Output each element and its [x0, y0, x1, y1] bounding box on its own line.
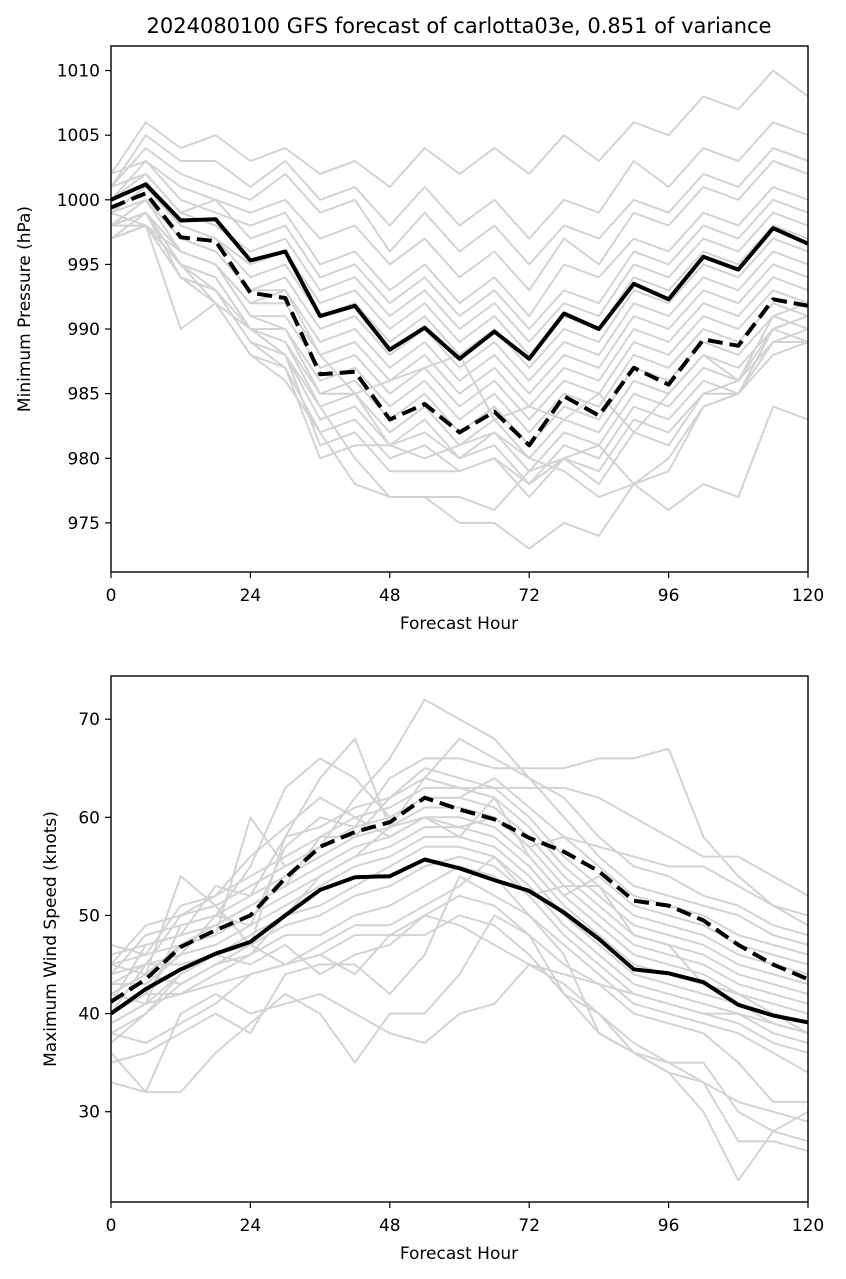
pressure-y-tick-label: 985	[68, 385, 100, 405]
pressure-member-line	[111, 172, 808, 330]
wind-x-tick-label: 24	[240, 1216, 262, 1236]
pressure-x-tick-label: 24	[240, 586, 262, 606]
wind-y-tick-label: 70	[78, 710, 100, 730]
wind-member-line	[111, 816, 808, 1035]
wind-member-line	[111, 698, 808, 976]
wind-solid-line	[111, 857, 808, 1025]
wind-y-axis-label: Maximum Wind Speed (knots)	[41, 811, 61, 1067]
wind-member-line	[111, 914, 808, 1123]
wind-x-tick-label: 0	[106, 1216, 117, 1236]
wind-y-tick-label: 30	[78, 1103, 100, 1123]
wind-member-line	[111, 777, 808, 1015]
wind-member-line	[111, 806, 808, 1005]
pressure-member-line	[111, 121, 808, 240]
pressure-member-line	[111, 198, 808, 395]
pressure-member-line	[111, 224, 808, 498]
pressure-x-axis-label: Forecast Hour	[400, 614, 518, 634]
wind-member-line	[111, 875, 808, 1182]
pressure-x-tick-label: 48	[379, 586, 401, 606]
pressure-member-line	[111, 185, 808, 356]
wind-y-tick-label: 60	[78, 808, 100, 828]
pressure-y-ticks: 975 980 985 990 995 1000 1005 1010	[57, 62, 111, 534]
pressure-y-axis-label: Minimum Pressure (hPa)	[15, 206, 35, 412]
pressure-member-line	[111, 198, 808, 434]
pressure-x-tick-label: 0	[106, 586, 117, 606]
wind-member-line	[111, 796, 808, 1015]
pressure-plot-frame	[110, 45, 809, 573]
pressure-member-line	[111, 160, 808, 318]
wind-ensemble-members	[111, 698, 808, 1182]
pressure-y-tick-label: 980	[68, 449, 100, 469]
pressure-member-line	[111, 211, 808, 486]
pressure-member-line	[111, 224, 808, 550]
wind-plot-frame	[110, 675, 809, 1203]
pressure-panel: 2024080100 GFS forecast of carlotta03e, …	[15, 14, 824, 634]
pressure-x-tick-label: 96	[658, 586, 680, 606]
pressure-x-tick-label: 120	[792, 586, 824, 606]
pressure-dashed-line	[111, 191, 808, 448]
wind-y-ticks: 30 40 50 60 70	[78, 710, 111, 1123]
pressure-ensemble-members	[111, 69, 808, 550]
pressure-y-tick-label: 1010	[57, 62, 100, 82]
wind-member-line	[111, 914, 808, 1035]
pressure-member-line	[111, 147, 808, 266]
pressure-y-tick-label: 995	[68, 255, 100, 275]
pressure-y-tick-label: 990	[68, 320, 100, 340]
pressure-y-tick-label: 975	[68, 514, 100, 534]
wind-dashed-line	[111, 795, 808, 1004]
wind-x-tick-label: 48	[379, 1216, 401, 1236]
pressure-x-ticks: 0 24 48 72 96 120	[106, 572, 824, 606]
pressure-y-tick-label: 1005	[57, 126, 100, 146]
wind-x-tick-label: 120	[792, 1216, 824, 1236]
wind-y-tick-label: 50	[78, 906, 100, 926]
wind-x-ticks: 0 24 48 72 96 120	[106, 1202, 824, 1236]
pressure-member-line	[111, 69, 808, 188]
wind-member-line	[111, 914, 808, 1133]
chart-title: 2024080100 GFS forecast of carlotta03e, …	[147, 14, 772, 38]
wind-member-line	[111, 963, 808, 1152]
wind-x-axis-label: Forecast Hour	[400, 1244, 518, 1264]
wind-x-tick-label: 72	[518, 1216, 540, 1236]
wind-member-line	[111, 737, 808, 1005]
pressure-member-line	[111, 211, 808, 511]
wind-y-tick-label: 40	[78, 1005, 100, 1025]
wind-panel: 0 24 48 72 96 120 30 40 50 60 70 Forecast Hour Ma…	[41, 675, 824, 1264]
pressure-solid-line	[111, 182, 808, 361]
pressure-member-line	[111, 160, 808, 292]
pressure-series	[111, 182, 808, 448]
pressure-x-tick-label: 72	[518, 586, 540, 606]
pressure-y-tick-label: 1000	[57, 191, 100, 211]
wind-series	[111, 795, 808, 1025]
wind-x-tick-label: 96	[658, 1216, 680, 1236]
